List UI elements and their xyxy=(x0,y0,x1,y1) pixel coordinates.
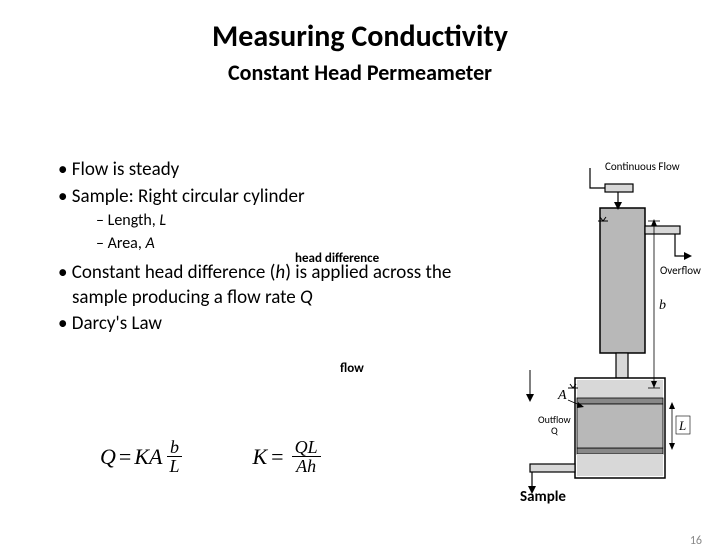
bullet-4: Darcy's Law xyxy=(58,312,460,337)
label-a: A xyxy=(558,388,567,404)
equation-k: K = QL Ah xyxy=(252,438,320,475)
page-title: Measuring Conductivity xyxy=(0,18,720,55)
diagram-svg xyxy=(450,148,700,508)
bullet-2a: Length, L xyxy=(96,211,460,232)
label-continuous-flow: Continuous Flow xyxy=(605,160,680,173)
label-head-difference: head difference xyxy=(295,251,379,266)
bullet-2b: Area, A xyxy=(96,234,460,255)
page-subtitle: Constant Head Permeameter xyxy=(0,59,720,86)
bullet-1: Flow is steady xyxy=(58,158,460,183)
equations: Q = KA b L K = QL Ah xyxy=(100,438,321,475)
label-outflow: OutflowQ xyxy=(538,414,571,436)
page-number: 16 xyxy=(690,534,702,548)
label-sample: Sample xyxy=(520,488,566,506)
bullet-content: Flow is steady Sample: Right circular cy… xyxy=(40,158,460,339)
label-l: L xyxy=(679,418,686,434)
label-flow: flow xyxy=(340,361,364,376)
label-b: b xyxy=(659,298,666,314)
bullet-3: Constant head difference (h) is applied … xyxy=(58,261,460,310)
label-overflow: Overflow xyxy=(660,264,701,277)
permeameter-diagram: Continuous Flow Overflow OutflowQ Sample… xyxy=(450,148,700,508)
bullet-2: Sample: Right circular cylinder xyxy=(58,185,460,210)
equation-q: Q = KA b L xyxy=(100,438,182,475)
